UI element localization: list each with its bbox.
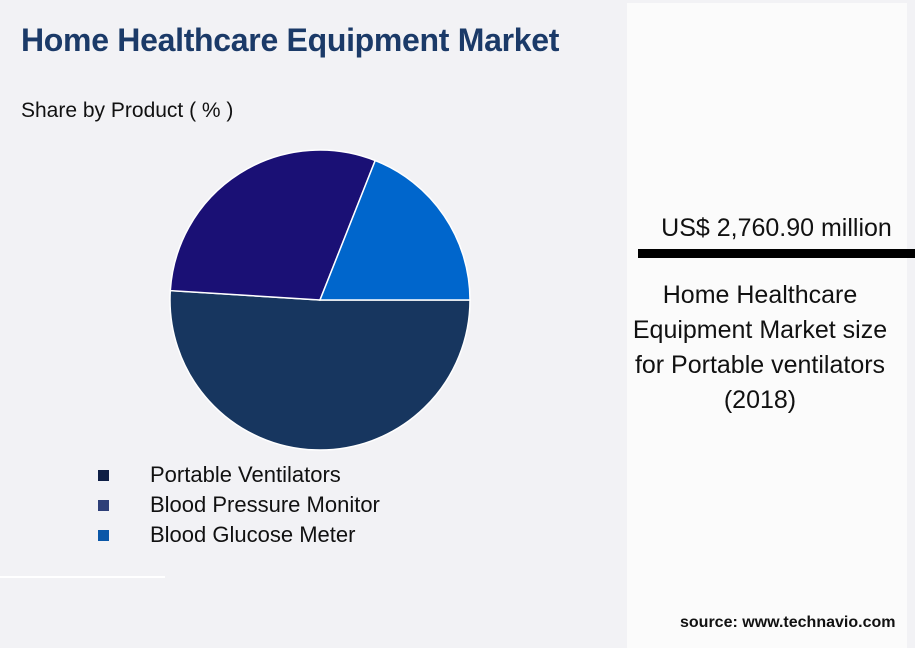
pie-svg	[169, 149, 471, 451]
legend-swatch	[98, 499, 109, 511]
legend-item-portable-ventilators: Portable Ventilators	[98, 460, 380, 490]
legend-label: Portable Ventilators	[150, 462, 341, 487]
pie-slice-blood-glucose-meter	[318, 159, 471, 301]
legend-swatch	[98, 529, 109, 541]
pie-slice-blood-pressure-monitor	[169, 149, 377, 301]
divider-line	[0, 576, 165, 578]
legend-swatch	[98, 469, 109, 481]
legend-label: Blood Pressure Monitor	[150, 492, 380, 517]
highlight-panel	[627, 3, 907, 648]
pie-slice-portable-ventilators	[169, 289, 471, 451]
pie-chart	[168, 148, 472, 452]
highlight-description: Home Healthcare Equipment Market size fo…	[632, 281, 888, 414]
value-underline-bar	[638, 249, 915, 258]
chart-subtitle: Share by Product ( % )	[21, 99, 234, 122]
highlight-value: US$ 2,760.90 million	[661, 214, 892, 242]
chart-title: Home Healthcare Equipment Market	[21, 22, 560, 58]
legend-item-blood-pressure-monitor: Blood Pressure Monitor	[98, 490, 380, 520]
source-credit: source: www.technavio.com	[680, 614, 896, 631]
legend-item-blood-glucose-meter: Blood Glucose Meter	[98, 520, 380, 550]
legend: Portable Ventilators Blood Pressure Moni…	[98, 460, 380, 550]
legend-label: Blood Glucose Meter	[150, 522, 356, 547]
